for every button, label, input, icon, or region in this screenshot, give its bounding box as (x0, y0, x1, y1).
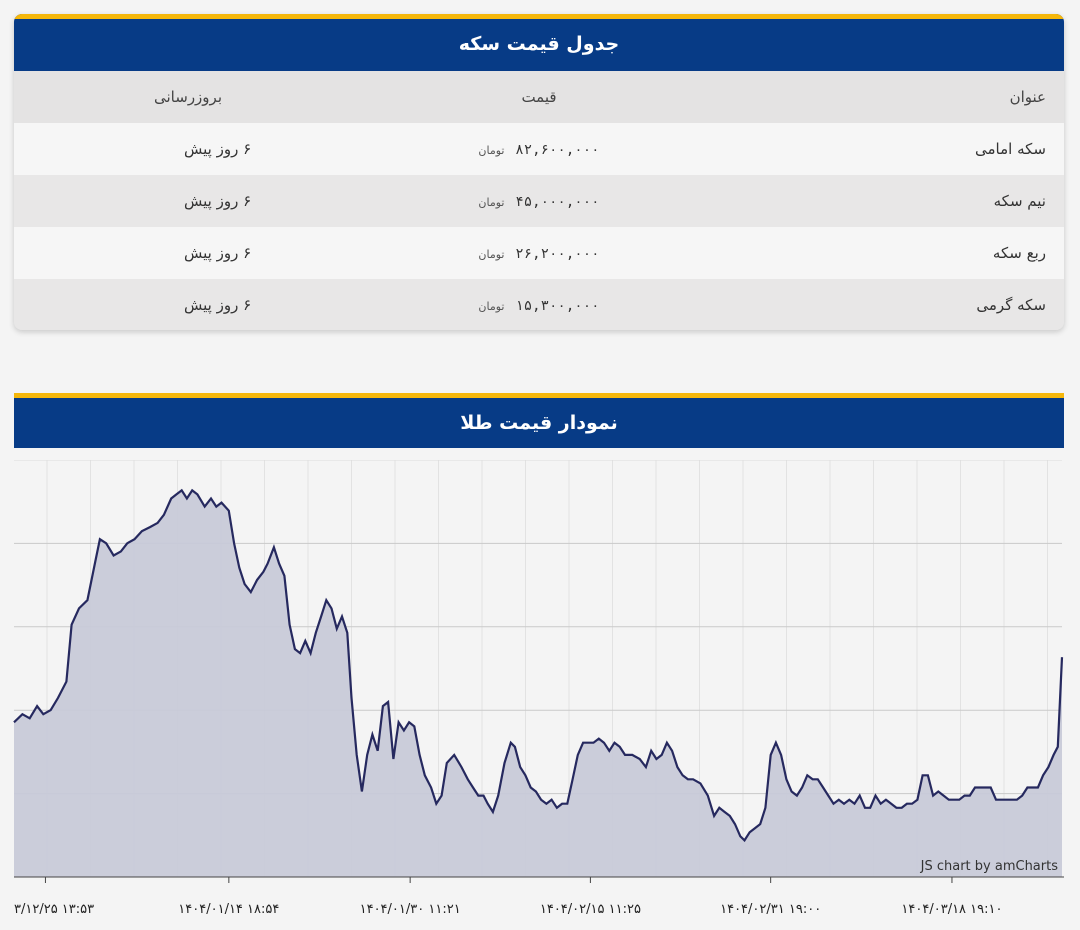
price-value: ۱۵,۳۰۰,۰۰۰ (515, 298, 600, 314)
coin-price: ۲۶,۲۰۰,۰۰۰ تومان (361, 227, 718, 279)
x-tick-label: ۱۴۰۴/۰۱/۱۴ ۱۸:۵۴ (178, 902, 279, 917)
updated-time: ۶ روز پیش (184, 296, 252, 314)
coin-name: ربع سکه (992, 244, 1046, 262)
table-row: ربع سکه ۲۶,۲۰۰,۰۰۰ تومان ۶ روز پیش (14, 227, 1064, 279)
coin-price: ۱۵,۳۰۰,۰۰۰ تومان (361, 279, 718, 330)
coin-price: ۸۲,۶۰۰,۰۰۰ تومان (361, 123, 718, 175)
coin-price: ۴۵,۰۰۰,۰۰۰ تومان (361, 175, 718, 227)
table-header-row: عنوان قیمت بروزرسانی (14, 71, 1064, 123)
gold-chart-title: نمودار قیمت طلا (14, 393, 1064, 448)
currency-label: تومان (478, 300, 505, 313)
table-row: نیم سکه ۴۵,۰۰۰,۰۰۰ تومان ۶ روز پیش (14, 175, 1064, 227)
x-tick-label: ۱۴۰۴/۰۳/۱۸ ۱۹:۱۰ (901, 902, 1002, 917)
currency-label: تومان (478, 144, 505, 157)
x-tick-label: ۱۴۰۴/۰۱/۳۰ ۱۱:۲۱ (360, 902, 461, 917)
coin-price-table: عنوان قیمت بروزرسانی سکه امامی ۸۲,۶۰۰,۰۰… (14, 71, 1064, 330)
gold-chart-section: نمودار قیمت طلا (14, 393, 1064, 448)
header-title: عنوان (1009, 88, 1046, 106)
coin-name: سکه امامی (975, 140, 1046, 158)
price-value: ۴۵,۰۰۰,۰۰۰ (515, 194, 600, 210)
x-axis-ticks: ۳/۱۲/۲۵ ۱۳:۵۳ ۱۴۰۴/۰۱/۱۴ ۱۸:۵۴ ۱۴۰۴/۰۱/۳۰ … (14, 877, 1002, 917)
chart-area-fill (14, 490, 1062, 877)
updated-time: ۶ روز پیش (184, 192, 252, 210)
currency-label: تومان (478, 248, 505, 261)
chart-price-line[interactable] (13, 488, 1064, 843)
header-updated: بروزرسانی (154, 88, 222, 106)
price-value: ۸۲,۶۰۰,۰۰۰ (515, 142, 600, 158)
x-tick-label: ۱۴۰۴/۰۲/۱۵ ۱۱:۲۵ (540, 902, 641, 917)
updated-time: ۶ روز پیش (184, 244, 252, 262)
currency-label: تومان (478, 196, 505, 209)
price-value: ۲۶,۲۰۰,۰۰۰ (515, 246, 600, 262)
table-row: سکه گرمی ۱۵,۳۰۰,۰۰۰ تومان ۶ روز پیش (14, 279, 1064, 330)
gold-price-chart[interactable]: ۳/۱۲/۲۵ ۱۳:۵۳ ۱۴۰۴/۰۱/۱۴ ۱۸:۵۴ ۱۴۰۴/۰۱/۳۰ … (0, 460, 1080, 930)
x-tick-label: ۱۴۰۴/۰۲/۳۱ ۱۹:۰۰ (720, 902, 821, 917)
coin-price-table-title: جدول قیمت سکه (14, 14, 1064, 71)
coin-name: نیم سکه (993, 192, 1046, 210)
chart-credit[interactable]: JS chart by amCharts (920, 859, 1059, 874)
coin-price-table-card: جدول قیمت سکه عنوان قیمت بروزرسانی سکه ا… (14, 14, 1064, 330)
header-price: قیمت (521, 88, 557, 106)
table-row: سکه امامی ۸۲,۶۰۰,۰۰۰ تومان ۶ روز پیش (14, 123, 1064, 175)
updated-time: ۶ روز پیش (184, 140, 252, 158)
coin-name: سکه گرمی (976, 296, 1046, 314)
x-tick-label: ۳/۱۲/۲۵ ۱۳:۵۳ (14, 902, 94, 917)
